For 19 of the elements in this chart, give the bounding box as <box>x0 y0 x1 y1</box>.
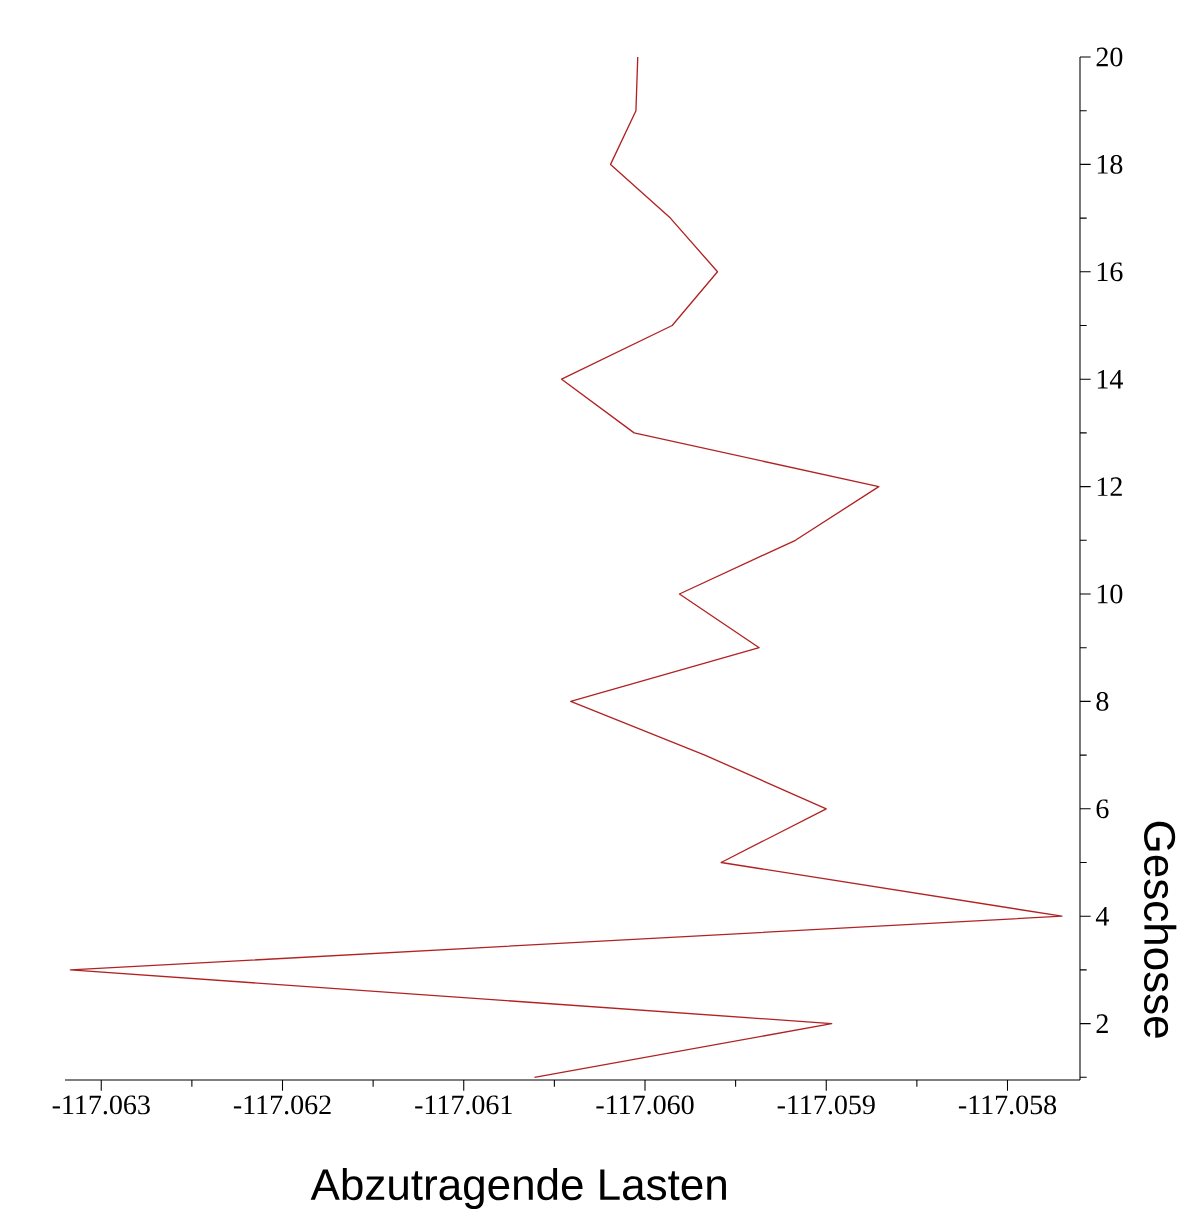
y-axis-title: Geschosse <box>1144 821 1177 1038</box>
y-tick-label: 4 <box>1095 907 1109 926</box>
y-tick-label: 10 <box>1097 584 1123 604</box>
y-tick-label: 8 <box>1096 691 1109 711</box>
x-axis-title: Abzutragende Lasten <box>310 1167 726 1209</box>
x-tick-label: -117.060 <box>596 1095 694 1115</box>
y-tick-label: 16 <box>1097 262 1123 282</box>
y-tick-label: 14 <box>1097 369 1123 389</box>
y-tick-label: 2 <box>1096 1014 1108 1033</box>
x-tick-label: -117.063 <box>52 1095 150 1115</box>
x-tick-label: -117.062 <box>233 1095 331 1115</box>
x-tick-label: -117.058 <box>958 1095 1057 1115</box>
x-tick-label: -117.061 <box>415 1095 512 1115</box>
y-tick-label: 20 <box>1096 47 1123 67</box>
y-tick-label: 18 <box>1097 154 1123 174</box>
y-tick-label: 12 <box>1097 477 1122 496</box>
x-tick-label: -117.059 <box>777 1095 875 1115</box>
y-tick-label: 6 <box>1096 799 1109 819</box>
line-series <box>69 56 1063 1078</box>
